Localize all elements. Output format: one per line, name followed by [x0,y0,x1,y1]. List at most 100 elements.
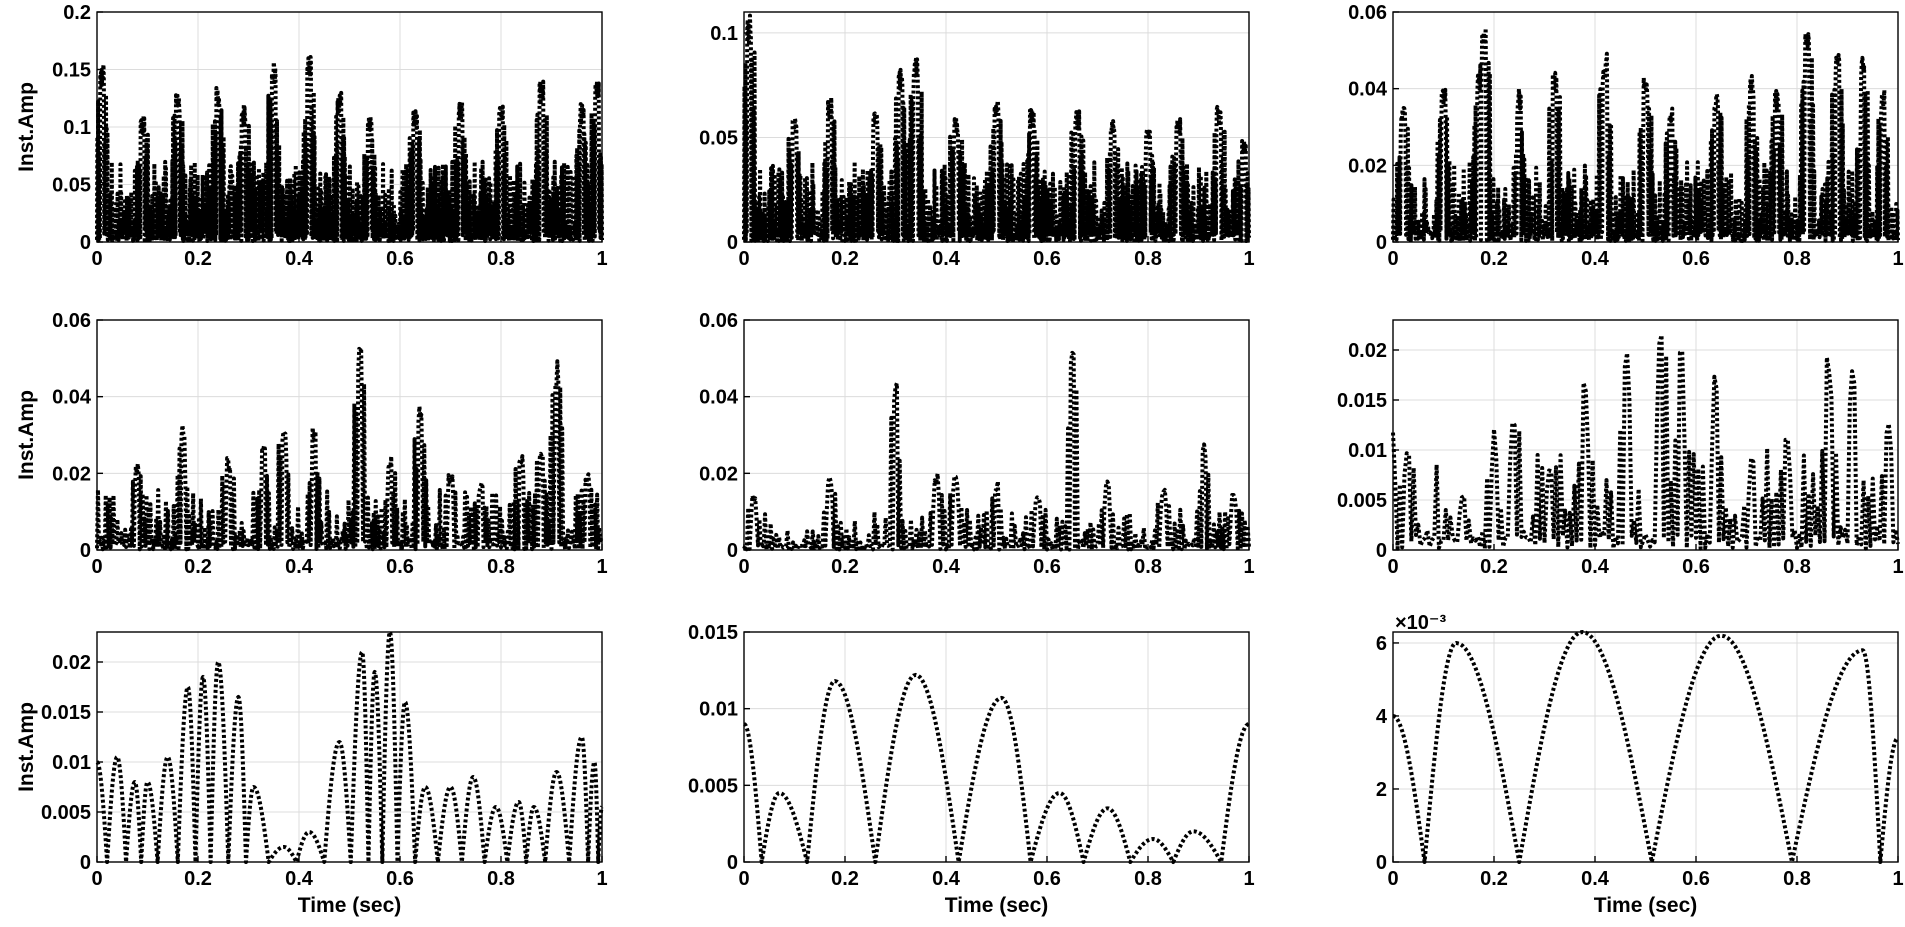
x-tick-label: 0 [91,868,102,890]
axes-frame [96,631,603,863]
series-line [1391,26,1900,243]
y-tick-label: 0.02 [52,463,91,485]
axes-frame [96,319,603,551]
series-line [742,13,1251,243]
x-tick-label: 0.6 [1682,248,1710,270]
subplot-7: 0 0.2 0.4 0.6 0.8 1 0 0.005 0.01 0.015 0.02 Inst.Am… [15,630,608,917]
x-tick-label: 1 [1892,868,1903,890]
y-tick-label: 0.01 [52,752,91,774]
x-tick-label: 0.8 [1134,868,1162,890]
x-tick-label: 0.6 [386,248,414,270]
y-tick-label: 0 [80,540,91,562]
y-tick-label: 0.015 [688,622,738,644]
x-tick-label: 0 [738,868,749,890]
x-tick-label: 0.4 [932,556,961,578]
x-tick-label: 0 [91,248,102,270]
y-tick-label: 0 [727,232,738,254]
subplot-3: 0 0.2 0.4 0.6 0.8 1 0 0.02 0.04 0.06 [1348,2,1904,270]
x-tick-label: 1 [596,556,607,578]
x-tick-label: 0.8 [1783,868,1811,890]
y-axis-label: Inst.Amp [15,390,38,480]
y-axis-label: Inst.Amp [15,702,38,792]
y-exponent-label: ×10⁻³ [1395,612,1446,634]
y-tick-label: 0.2 [63,2,91,24]
x-tick-label: 0.2 [831,556,859,578]
axes-frame [743,11,1250,243]
x-tick-label: 0.4 [1581,248,1610,270]
y-tick-label: 0.06 [52,310,91,332]
series-line [1391,333,1900,551]
y-tick-label: 0 [1376,232,1387,254]
series-line [95,345,604,552]
x-axis-label: Time (sec) [1594,894,1698,917]
y-tick-label: 0.05 [52,175,91,197]
x-tick-label: 0.6 [1682,868,1710,890]
y-tick-label: 0.06 [1348,2,1387,24]
y-tick-label: 0.15 [52,60,91,82]
x-tick-label: 0 [738,248,749,270]
x-tick-label: 0.8 [487,248,515,270]
y-tick-label: 0.015 [41,702,91,724]
x-tick-label: 0.8 [487,868,515,890]
x-tick-label: 1 [596,248,607,270]
x-tick-label: 0.8 [1134,556,1162,578]
series-line [95,54,604,243]
subplot-6: 0 0.2 0.4 0.6 0.8 1 0 0.005 0.01 0.015 0.02 [1337,319,1904,578]
axes-frame [1392,631,1899,863]
x-tick-label: 0.6 [1033,248,1061,270]
x-tick-label: 0.4 [285,248,314,270]
x-tick-label: 0.6 [1033,868,1061,890]
subplot-4: 0 0.2 0.4 0.6 0.8 1 0 0.02 0.04 0.06 Inst.Amp [15,310,608,578]
y-tick-label: 0.005 [1337,490,1387,512]
x-tick-label: 0.8 [1783,556,1811,578]
y-tick-label: 0.01 [699,699,738,721]
x-tick-label: 1 [1243,248,1254,270]
y-tick-label: 0.015 [1337,390,1387,412]
x-tick-label: 0.4 [1581,556,1610,578]
subplot-2: 0 0.2 0.4 0.6 0.8 1 0 0.05 0.1 [699,11,1255,270]
y-tick-label: 0.04 [699,387,739,409]
x-tick-label: 0 [738,556,749,578]
y-tick-label: 0.04 [1348,79,1388,101]
y-tick-label: 0.02 [1348,340,1387,362]
y-tick-label: 2 [1376,779,1387,801]
y-tick-label: 0 [727,540,738,562]
x-tick-label: 0 [1387,868,1398,890]
subplot-5: 0 0.2 0.4 0.6 0.8 1 0 0.02 0.04 0.06 [699,310,1255,578]
x-tick-label: 1 [1892,248,1903,270]
x-tick-label: 0.2 [1480,556,1508,578]
axes-frame [743,319,1250,551]
y-tick-label: 0 [1376,852,1387,874]
series-line [95,630,604,864]
x-tick-label: 1 [1243,556,1254,578]
x-tick-label: 0.4 [932,868,961,890]
x-tick-label: 0.4 [285,868,314,890]
x-tick-label: 0.4 [285,556,314,578]
x-tick-label: 1 [1892,556,1903,578]
x-tick-label: 0.6 [1682,556,1710,578]
x-tick-label: 0.4 [932,248,961,270]
y-tick-label: 0.05 [699,127,738,149]
y-tick-label: 0 [727,852,738,874]
y-tick-label: 0 [80,232,91,254]
y-axis-label: Inst.Amp [15,82,38,172]
subplot-1: 0 0.2 0.4 0.6 0.8 1 0 0.05 0.1 0.15 0.2 Inst.Amp [15,2,608,270]
series-line [1392,630,1900,864]
y-tick-label: 0.02 [699,463,738,485]
x-tick-label: 0.2 [831,248,859,270]
x-axis-label: Time (sec) [298,894,402,917]
y-tick-label: 0.1 [63,117,91,139]
y-tick-label: 0 [1376,540,1387,562]
y-tick-label: 0.02 [1348,155,1387,177]
x-tick-label: 1 [596,868,607,890]
x-tick-label: 0 [91,556,102,578]
x-tick-label: 0.2 [1480,868,1508,890]
x-tick-label: 0 [1387,248,1398,270]
x-tick-label: 1 [1243,868,1254,890]
y-tick-label: 0.01 [1348,440,1387,462]
x-tick-label: 0.8 [487,556,515,578]
subplot-8: 0 0.2 0.4 0.6 0.8 1 0 0.005 0.01 0.015 Time (sec) [688,622,1255,917]
y-tick-label: 0.1 [710,23,738,45]
x-tick-label: 0.2 [184,556,212,578]
